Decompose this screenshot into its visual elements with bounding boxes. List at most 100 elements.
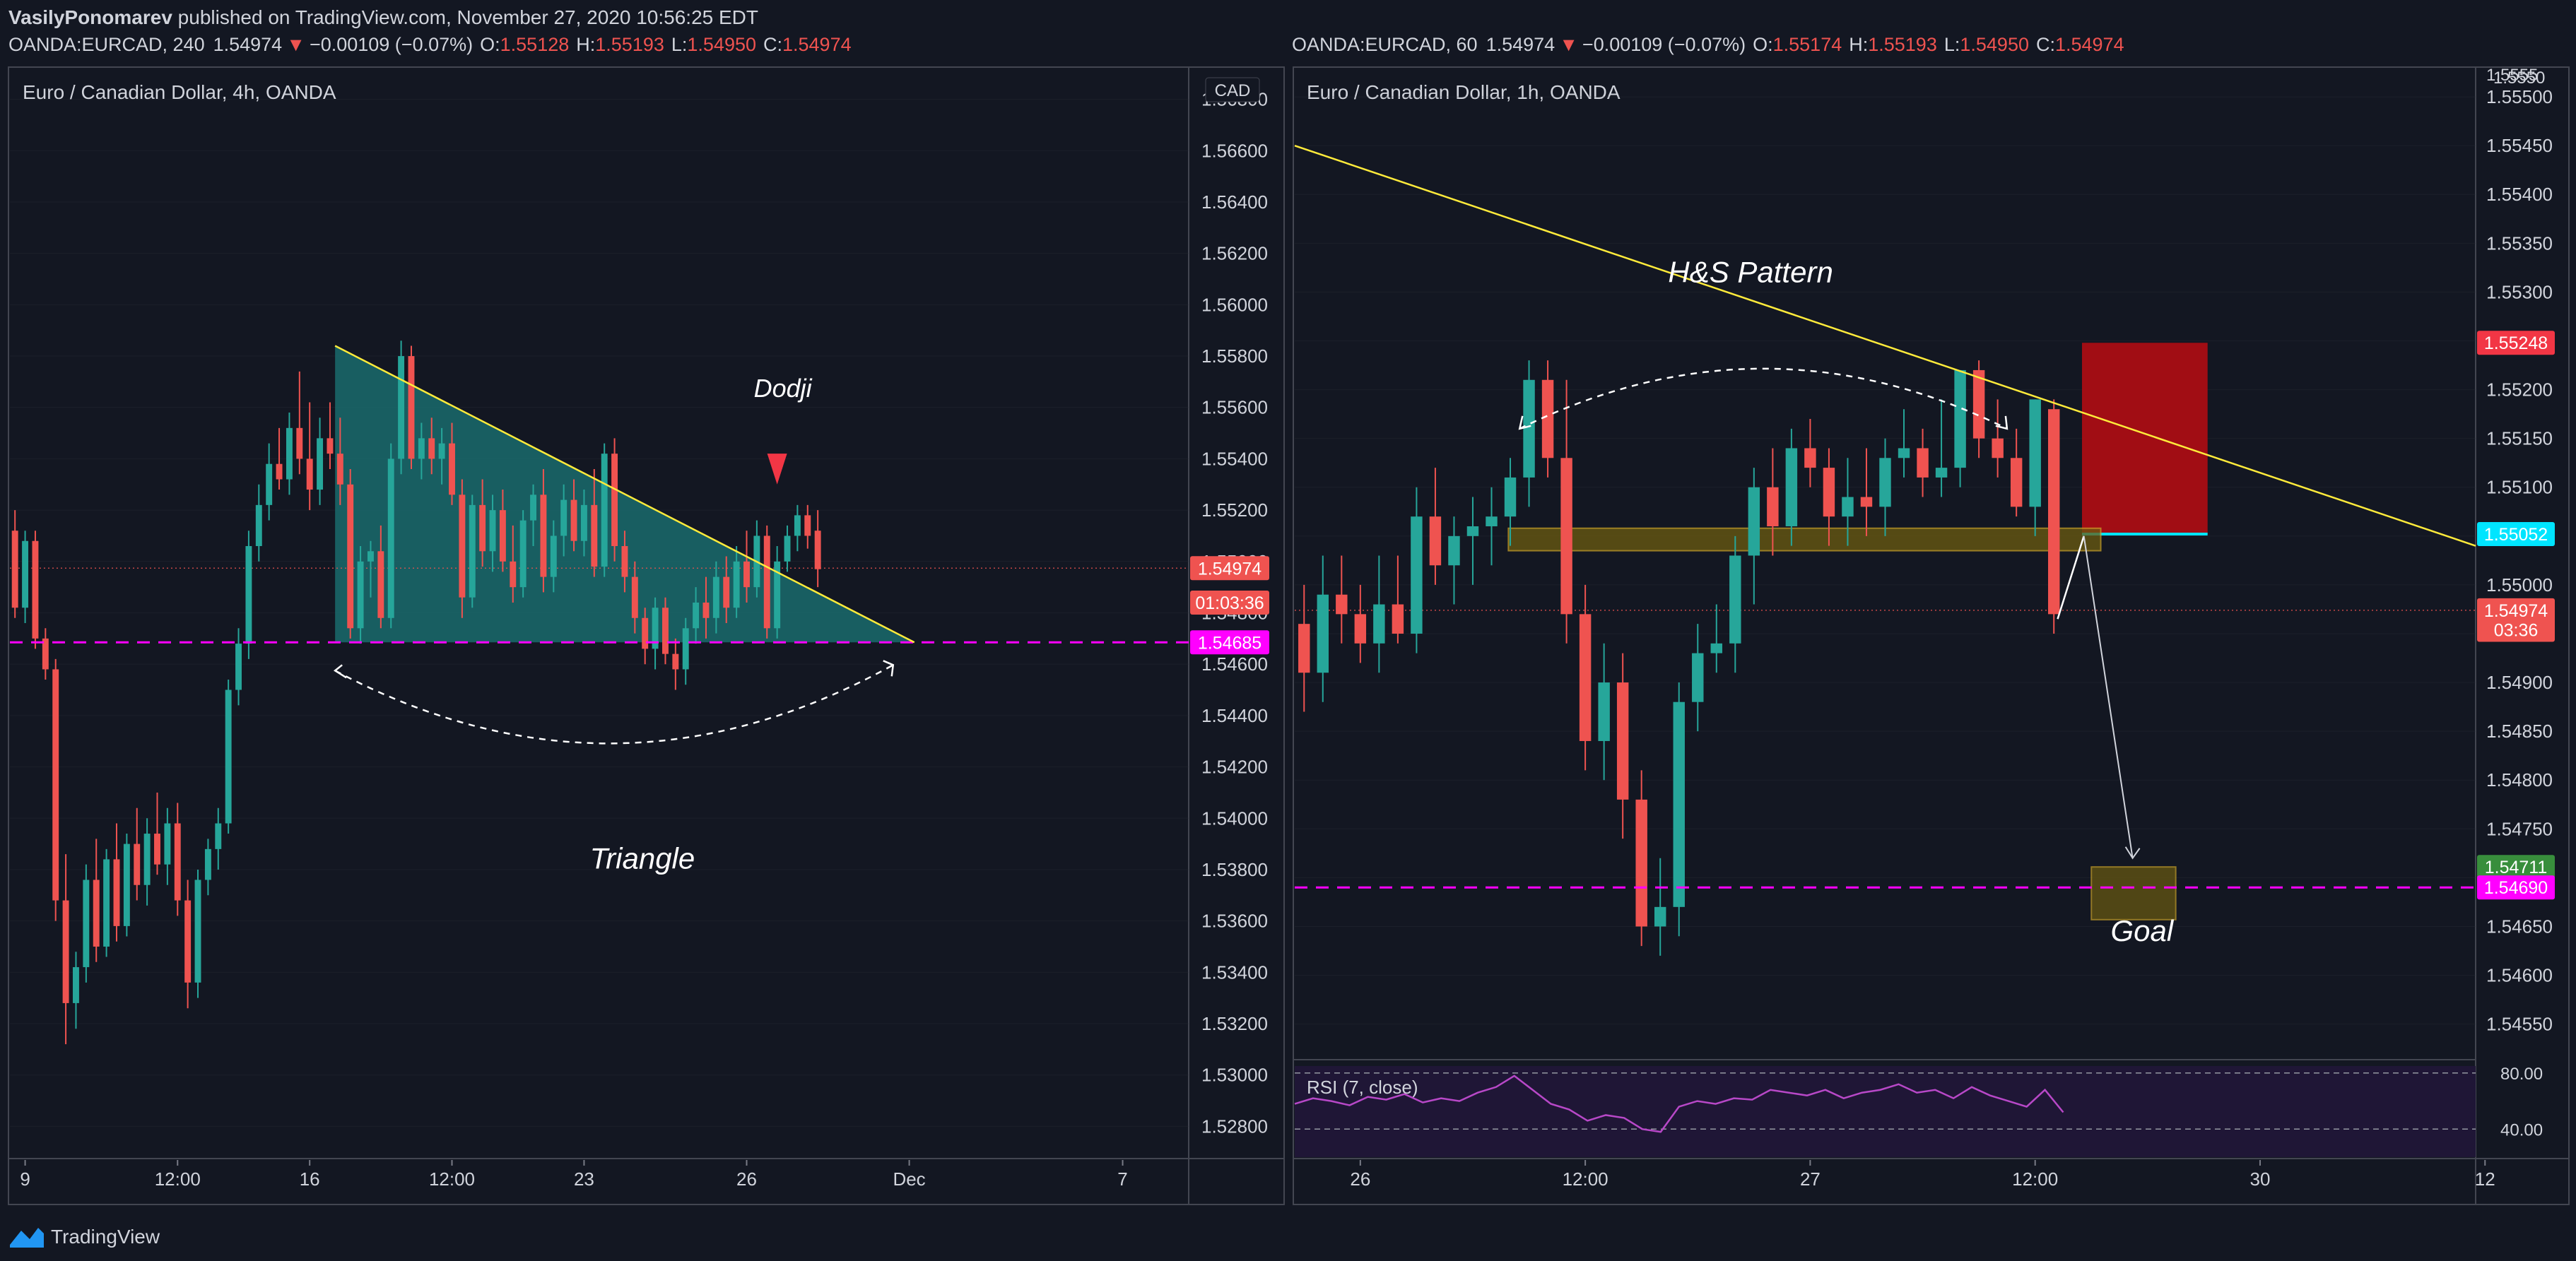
- price-label-box: [2477, 855, 2555, 880]
- candle-body: [1673, 701, 1685, 907]
- y-tick-label: 1.54900: [2486, 672, 2553, 693]
- candle-body: [143, 834, 151, 885]
- left-open: 1.55128: [500, 34, 570, 55]
- right-symbol-line: OANDA:EURCAD, 60 1.54974 ▼ −0.00109 (−0.07%…: [1292, 34, 2124, 55]
- x-tick-label: 12:00: [429, 1168, 475, 1190]
- x-tick-label: 12:00: [155, 1168, 201, 1190]
- candle-body: [296, 427, 303, 459]
- x-tick-label: 30: [2250, 1168, 2271, 1190]
- rsi-pane[interactable]: RSI (7, close) 80.00 40.00: [1294, 1065, 2543, 1157]
- candle-body: [1935, 468, 1948, 478]
- y-tick-label: 1.55400: [1201, 448, 1268, 469]
- left-symbol: OANDA:EURCAD, 240: [8, 34, 205, 55]
- right-chart-1h[interactable]: OANDA:EURCAD, 60 1.54974 ▼ −0.00109 (−0.07%…: [1292, 34, 2570, 1205]
- y-tick-label: 1.56200: [1201, 243, 1268, 264]
- candle-body: [489, 510, 496, 552]
- candle-body: [22, 540, 29, 608]
- candle-body: [32, 540, 39, 639]
- tradingview-brand: TradingView: [51, 1226, 160, 1248]
- candle-body: [662, 608, 669, 654]
- left-price-labels: 1.54974 01:03:36 1.54685: [1190, 556, 1269, 655]
- candle-body: [42, 638, 49, 670]
- candle-body: [763, 535, 770, 629]
- candle-body: [1466, 526, 1479, 536]
- candle-body: [164, 823, 171, 865]
- candle-body: [245, 546, 252, 644]
- x-tick-label: 23: [574, 1168, 594, 1190]
- candle-body: [1879, 458, 1891, 507]
- y-tick-label: 1.55450: [2486, 135, 2553, 156]
- candle-body: [174, 823, 181, 901]
- right-chart-frame: [1293, 66, 2570, 1205]
- y-tick-label-partial: 1.5550: [2493, 69, 2545, 88]
- candle-body: [540, 495, 547, 577]
- price-label-box: [1190, 590, 1269, 615]
- left-change: −0.00109 (−0.07%): [310, 34, 473, 55]
- price-label-box: [1190, 556, 1269, 581]
- candle-body: [1898, 448, 1910, 458]
- dodji-annotation: Dodji: [754, 374, 813, 403]
- candle-body: [519, 520, 527, 588]
- rsi-band: [1295, 1066, 2476, 1157]
- candle-body: [1972, 369, 1985, 439]
- candle-body: [286, 427, 293, 480]
- candle-body: [2010, 458, 2023, 507]
- candle-body: [784, 535, 791, 562]
- left-symbol-line: OANDA:EURCAD, 240 1.54974 ▼ −0.00109 (−0.07…: [8, 34, 852, 55]
- candle-body: [672, 653, 679, 670]
- candle-body: [642, 617, 649, 649]
- right-candles: [1298, 360, 2060, 956]
- left-price: 1.54974: [213, 34, 283, 55]
- right-grid: [1295, 96, 2476, 1025]
- candle-body: [1336, 594, 1348, 615]
- candle-body: [93, 880, 100, 947]
- candle-body: [774, 561, 781, 629]
- right-open: 1.55174: [1773, 34, 1842, 55]
- hs-arrowhead-right: [1995, 415, 2009, 430]
- y-tick-label: 1.55600: [1201, 397, 1268, 418]
- price-label-box: [2477, 522, 2555, 547]
- y-tick-label: 1.54600: [1201, 653, 1268, 675]
- x-tick-label: 26: [1350, 1168, 1370, 1190]
- tradingview-logo[interactable]: TradingView: [10, 1226, 160, 1248]
- candle-body: [1954, 369, 1966, 468]
- candle-body: [357, 561, 364, 629]
- candle-body: [428, 438, 435, 459]
- currency-badge[interactable]: [1205, 77, 1260, 102]
- tradingview-cloud-icon: [10, 1228, 44, 1248]
- right-symbol: OANDA:EURCAD, 60: [1292, 34, 1478, 55]
- neckline-zone: [1507, 527, 2102, 552]
- candle-body: [194, 880, 201, 983]
- y-tick-label: 1.55200: [2486, 379, 2553, 401]
- candle-body: [123, 843, 130, 926]
- left-chart-title: Euro / Canadian Dollar, 4h, OANDA: [23, 81, 336, 103]
- right-chart-title: Euro / Canadian Dollar, 1h, OANDA: [1307, 81, 1621, 103]
- candle-body: [377, 551, 384, 618]
- candle-body: [184, 900, 192, 983]
- candle-body: [814, 531, 821, 569]
- candle-body: [499, 510, 506, 562]
- candle-body: [408, 356, 415, 459]
- price-label-text: 1.55248: [2484, 333, 2548, 353]
- right-time-axis[interactable]: 26 12:00 27 12:00 30 12: [1350, 1160, 2495, 1190]
- y-tick-label: 1.55200: [1201, 499, 1268, 521]
- price-label-text: 1.54711: [2485, 858, 2548, 877]
- triangle-annotation: Triangle: [590, 841, 695, 875]
- left-time-axis[interactable]: 9 12:00 16 12:00 23 26 Dec 7: [20, 1160, 1128, 1190]
- price-label-text: 1.54974: [2484, 601, 2548, 621]
- left-chart-4h[interactable]: OANDA:EURCAD, 240 1.54974 ▼ −0.00109 (−0.07…: [8, 34, 1285, 1205]
- candle-body: [1842, 497, 1854, 517]
- candle-body: [347, 484, 354, 629]
- price-label-text: 1.55052: [2484, 525, 2548, 545]
- y-tick-label: 1.55150: [2486, 428, 2553, 449]
- candle-body: [387, 458, 394, 618]
- candle-body: [1579, 614, 1592, 741]
- candle-body: [367, 551, 374, 562]
- candle-body: [1411, 516, 1423, 634]
- left-low: 1.54950: [687, 34, 756, 55]
- candle-body: [580, 504, 587, 541]
- author-name[interactable]: VasilyPonomarev: [8, 6, 172, 28]
- y-tick-label: 1.53600: [1201, 911, 1268, 932]
- x-tick-label: 7: [1117, 1168, 1127, 1190]
